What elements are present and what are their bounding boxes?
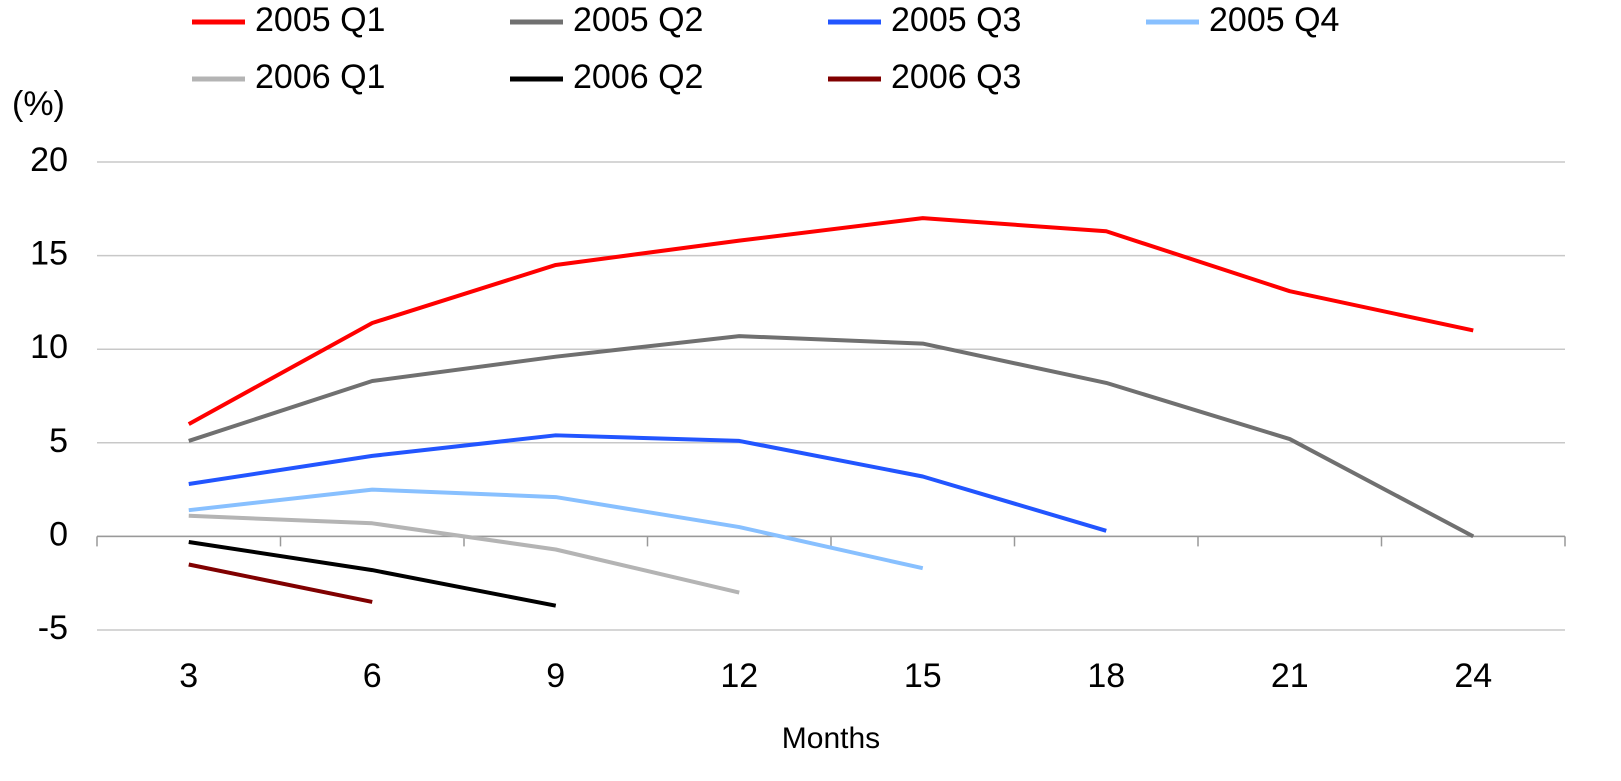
series-line	[188, 487, 924, 571]
y-tick-label: 0	[49, 515, 68, 553]
series-line	[188, 562, 373, 604]
x-tick-label: 9	[546, 657, 565, 695]
legend-label: 2006 Q3	[891, 58, 1021, 96]
x-tick-label: 15	[904, 657, 942, 695]
y-tick-label: 20	[30, 141, 68, 179]
x-tick-label: 21	[1271, 657, 1309, 695]
legend-label: 2005 Q2	[573, 1, 703, 39]
legend-label: 2005 Q3	[891, 1, 1021, 39]
x-tick-label: 3	[179, 657, 198, 695]
x-tick-label: 12	[720, 657, 758, 695]
y-axis-label: (%)	[12, 85, 65, 123]
series-line	[187, 216, 1474, 426]
series-line	[188, 433, 1107, 533]
legend-label: 2005 Q4	[1209, 1, 1339, 39]
x-tick-label: 6	[363, 657, 382, 695]
series-line	[188, 540, 557, 608]
y-tick-label: 5	[49, 422, 68, 460]
x-tick-label: 24	[1454, 657, 1492, 695]
legend-label: 2006 Q2	[573, 58, 703, 96]
legend-label: 2005 Q1	[255, 1, 385, 39]
y-tick-label: -5	[38, 609, 68, 647]
series-line	[188, 513, 740, 595]
x-tick-label: 18	[1087, 657, 1125, 695]
y-tick-label: 10	[30, 328, 68, 366]
legend-label: 2006 Q1	[255, 58, 385, 96]
x-axis-label: Months	[782, 722, 880, 755]
y-tick-label: 15	[30, 235, 68, 273]
series-line	[188, 334, 1475, 539]
